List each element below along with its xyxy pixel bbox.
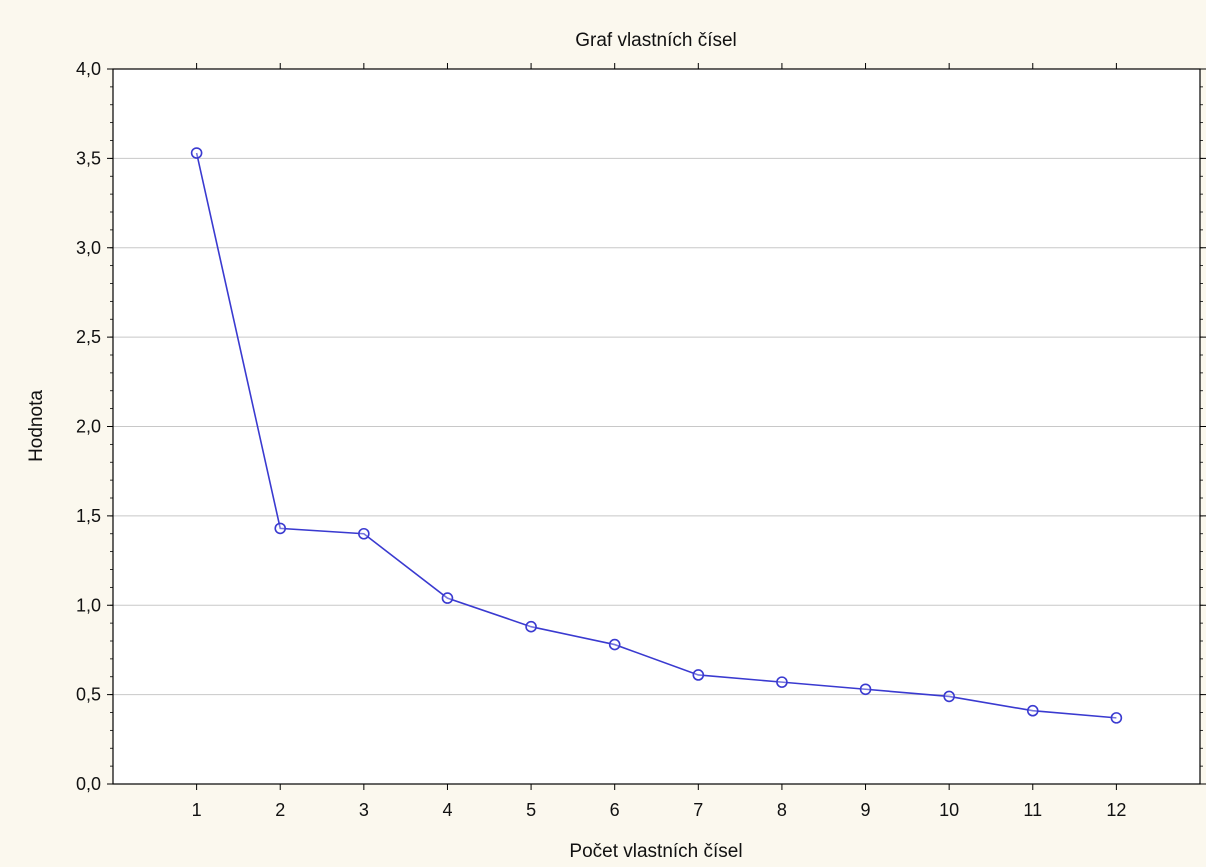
y-tick-label: 3,5	[76, 148, 101, 168]
y-tick-label: 4,0	[76, 59, 101, 79]
data-point	[943, 690, 955, 703]
x-tick-label: 6	[610, 800, 620, 820]
plot-frame	[112, 68, 1201, 785]
y-tick-label: 1,5	[76, 506, 101, 526]
series-line	[195, 152, 1117, 719]
x-axis-label: Počet vlastních čísel	[569, 841, 742, 862]
y-tick-label: 2,0	[76, 417, 101, 437]
x-tick-label: 8	[777, 800, 787, 820]
data-point	[525, 620, 537, 633]
data-point	[358, 527, 370, 540]
axis-ticks	[107, 63, 1206, 790]
y-tick-label: 1,0	[76, 595, 101, 615]
x-tick-label: 7	[693, 800, 703, 820]
x-tick-labels: 1 2 3 4 5 6 7 8 9 10 11 12	[192, 800, 1127, 820]
data-point	[692, 669, 705, 681]
data-point	[441, 592, 454, 604]
data-series	[190, 147, 1123, 724]
chart-title: Graf vlastních čísel	[575, 30, 737, 51]
x-tick-label: 4	[442, 800, 452, 820]
data-point	[859, 683, 872, 696]
x-tick-label: 11	[1023, 800, 1042, 820]
x-tick-label: 12	[1106, 800, 1126, 820]
y-tick-label: 3,0	[76, 238, 101, 258]
y-tick-label: 0,5	[76, 685, 101, 705]
x-tick-label: 1	[192, 800, 202, 820]
x-tick-label: 10	[939, 800, 959, 820]
data-point	[190, 147, 203, 159]
data-point	[776, 676, 788, 688]
data-point	[1110, 712, 1123, 724]
y-tick-labels: 0,0 0,5 1,0 1,5 2,0 2,5 3,0 3,5 4,0	[76, 59, 101, 794]
data-point	[608, 638, 621, 651]
grid-lines	[113, 157, 1200, 696]
x-tick-label: 5	[526, 800, 536, 820]
x-tick-label: 9	[861, 800, 871, 820]
y-tick-label: 2,5	[76, 327, 101, 347]
y-axis-label: Hodnota	[26, 390, 47, 462]
x-tick-label: 3	[359, 800, 369, 820]
data-point	[1026, 704, 1039, 717]
data-point	[274, 522, 287, 535]
y-tick-label: 0,0	[76, 774, 101, 794]
x-tick-label: 2	[275, 800, 285, 820]
